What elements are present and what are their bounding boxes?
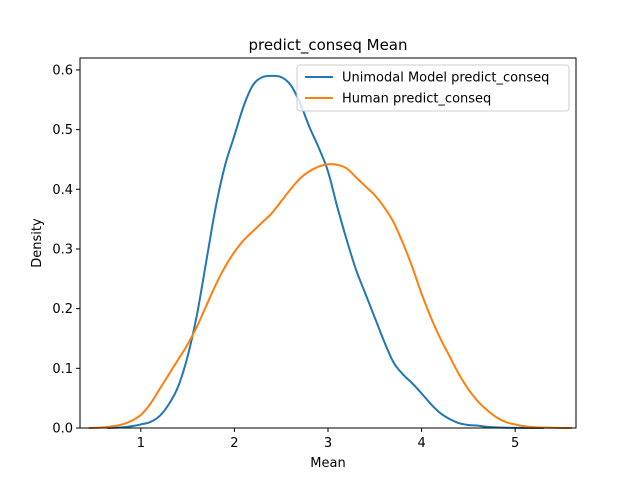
legend-entry: Human predict_conseq: [342, 92, 491, 107]
y-tick-label: 0.4: [52, 183, 73, 198]
y-tick-label: 0.3: [52, 242, 73, 257]
legend-box: [296, 64, 570, 112]
legend-entry: Unimodal Model predict_conseq: [342, 71, 549, 86]
y-tick-label: 0.5: [52, 123, 73, 138]
x-tick-label: 3: [324, 436, 332, 451]
series-layer: [88, 74, 573, 430]
x-axis-label: Mean: [310, 456, 345, 471]
y-tick-label: 0.2: [52, 302, 73, 317]
x-tick-label: 2: [230, 436, 238, 451]
y-axis: 0.0 0.1 0.2 0.3 0.4 0.5 0.6: [52, 63, 80, 437]
series-line-1: [107, 74, 545, 430]
y-tick-label: 0.0: [52, 422, 73, 437]
plot-area: [79, 57, 577, 430]
x-axis: 1 2 3 4 5: [137, 428, 519, 451]
y-axis-label: Density: [30, 218, 45, 268]
chart-title: predict_conseq Mean: [248, 36, 407, 55]
y-tick-label: 0.1: [52, 362, 73, 377]
x-tick-label: 1: [137, 436, 145, 451]
y-tick-label: 0.6: [52, 63, 73, 78]
axes-frame: [79, 57, 577, 429]
x-tick-label: 5: [511, 436, 519, 451]
x-tick-label: 4: [417, 436, 425, 451]
series-line-2: [88, 163, 573, 429]
legend: Unimodal Model predict_conseq Human predi…: [296, 64, 570, 112]
